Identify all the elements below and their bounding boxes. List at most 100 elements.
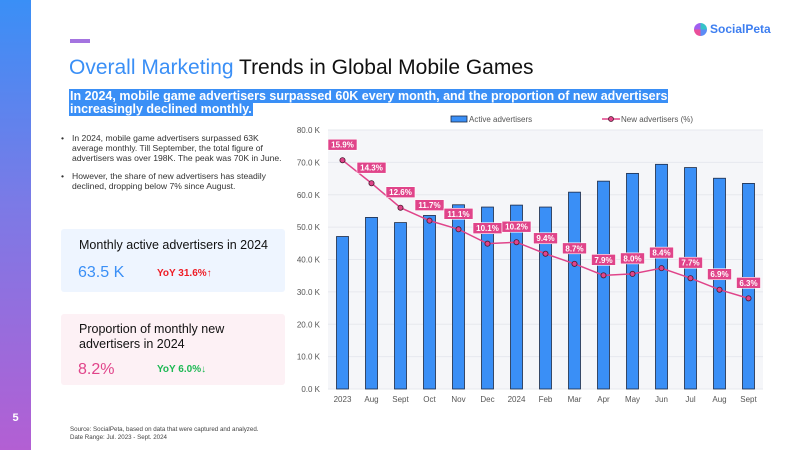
line-point — [426, 217, 433, 224]
legend-bar-swatch — [450, 115, 468, 123]
active-advertisers-card: Monthly active advertisers in 2024 63.5 … — [61, 229, 285, 292]
line-point — [542, 250, 549, 257]
line-point — [484, 240, 491, 247]
bar — [394, 222, 407, 390]
x-tick-label: May — [625, 395, 640, 404]
legend-label: New advertisers (%) — [621, 115, 693, 124]
data-label-bg — [327, 138, 358, 151]
bar — [365, 217, 378, 390]
bar — [713, 177, 726, 390]
line-point — [339, 157, 346, 164]
card-value: 8.2% — [78, 361, 115, 378]
card-title: Proportion of monthly new advertisers in… — [79, 322, 225, 351]
data-label: 6.3% — [739, 279, 757, 288]
data-label: 11.7% — [418, 201, 440, 210]
data-label: 10.2% — [505, 223, 528, 232]
x-tick-label: Dec — [480, 395, 494, 404]
y-tick-label: 80.0 K — [297, 126, 321, 135]
x-tick-label: Jul — [685, 395, 695, 404]
y-tick-label: 60.0 K — [297, 191, 321, 200]
bullet-item: In 2024, mobile game advertisers surpass… — [60, 133, 285, 163]
title-rest: Trends in Global Mobile Games — [233, 56, 534, 79]
data-label: 8.4% — [652, 249, 670, 258]
bar — [655, 163, 668, 390]
accent-bar — [70, 39, 90, 43]
page-title: Overall Marketing Trends in Global Mobil… — [69, 56, 534, 80]
y-tick-label: 0.0 K — [301, 385, 320, 394]
line-point — [368, 180, 375, 187]
card-value: 63.5 K — [78, 264, 125, 281]
x-tick-label: Feb — [539, 395, 553, 404]
chart: 0.0 K 10.0 K 20.0 K 30.0 K 40.0 K 50.0 K 60.0 … — [297, 115, 763, 404]
data-label: 11.1% — [447, 210, 469, 219]
bar — [510, 204, 523, 390]
data-label-bg — [649, 246, 674, 259]
sidebar-strip — [0, 0, 31, 450]
bar — [568, 191, 581, 390]
data-label-bg — [356, 161, 387, 174]
line-point — [455, 226, 462, 233]
logo-text: SocialPeta — [710, 22, 771, 36]
line-point — [600, 272, 607, 279]
y-tick-label: 20.0 K — [297, 320, 321, 329]
bar — [481, 206, 494, 390]
line-point — [571, 260, 578, 267]
source-line: Source: SocialPeta, based on data that w… — [70, 426, 259, 433]
line-point — [397, 204, 404, 211]
data-label: 12.6% — [389, 188, 412, 197]
bar — [626, 172, 639, 390]
data-label: 10.1% — [476, 224, 499, 233]
y-tick-label: 70.0 K — [297, 158, 321, 167]
bar — [336, 236, 349, 390]
data-label: 7.7% — [681, 259, 699, 268]
page-number: 5 — [12, 412, 19, 424]
data-label-bg — [385, 186, 416, 198]
x-tick-label: Aug — [712, 395, 726, 404]
line-point — [716, 286, 723, 293]
x-tick-label: Jun — [655, 395, 668, 404]
bar — [597, 180, 610, 390]
line-point — [658, 265, 665, 272]
legend-label: Active advertisers — [469, 115, 532, 124]
source-note: Source: SocialPeta, based on data that w… — [70, 426, 259, 442]
x-tick-label: Mar — [568, 395, 582, 404]
bullet-item: However, the share of new advertisers ha… — [60, 171, 285, 191]
data-label: 15.9% — [331, 141, 354, 150]
date-range: Date Range: Jul. 2023 - Sept. 2024 — [70, 434, 168, 441]
logo: SocialPeta — [694, 22, 771, 36]
y-tick-label: 10.0 K — [297, 353, 321, 362]
x-tick-label: Sept — [392, 395, 409, 404]
bullet-list: In 2024, mobile game advertisers surpass… — [60, 133, 285, 199]
data-label: 14.3% — [360, 164, 383, 173]
data-label-bg — [443, 207, 474, 220]
line-point — [687, 275, 694, 282]
legend-line-marker — [608, 116, 614, 122]
x-tick-label: Nov — [451, 395, 465, 404]
x-tick-label: 2023 — [334, 395, 352, 404]
y-tick-label: 40.0 K — [297, 256, 321, 265]
line-point — [745, 295, 752, 302]
data-label: 6.9% — [710, 270, 728, 279]
yoy-change: YoY 6.0%↓ — [157, 364, 207, 375]
bar — [452, 204, 465, 390]
data-label-bg — [562, 242, 587, 255]
logo-icon — [694, 22, 707, 36]
y-tick-label: 50.0 K — [297, 223, 321, 232]
data-label-bg — [736, 277, 761, 289]
data-label-bg — [678, 256, 703, 269]
data-label-bg — [533, 232, 558, 245]
title-highlight: Overall Marketing — [69, 56, 234, 79]
bar — [423, 215, 436, 390]
data-label: 8.0% — [623, 254, 641, 263]
line-point — [629, 270, 636, 277]
y-tick-label: 30.0 K — [297, 288, 321, 297]
yoy-change: YoY 31.6%↑ — [157, 268, 212, 279]
card-title: Monthly active advertisers in 2024 — [79, 238, 268, 252]
data-label: 8.7% — [565, 244, 583, 253]
x-tick-label: 2024 — [508, 395, 526, 404]
data-label-bg — [707, 268, 732, 281]
x-tick-label: Aug — [364, 395, 378, 404]
data-label: 9.4% — [536, 234, 554, 243]
line-point — [513, 239, 520, 246]
subtitle-text: In 2024, mobile game advertisers surpass… — [69, 89, 669, 116]
